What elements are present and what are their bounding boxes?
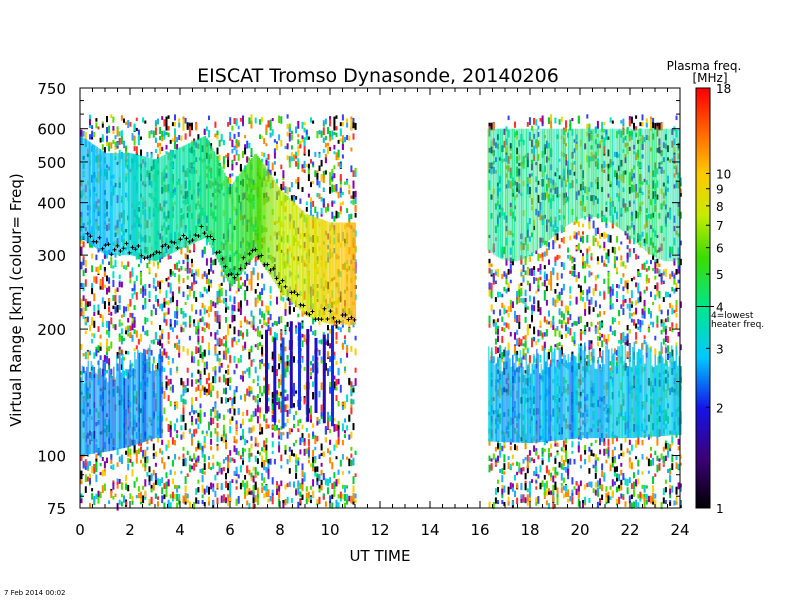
x-tick-label: 6 [225, 521, 235, 539]
x-tick-label: 10 [320, 521, 339, 539]
x-tick-label: 18 [520, 521, 539, 539]
colorbar-label: Plasma freq. [667, 59, 742, 73]
x-tick-label: 14 [420, 521, 439, 539]
y-tick-label: 75 [47, 500, 66, 518]
timestamp: 7 Feb 2014 00:02 [4, 589, 66, 597]
colorbar-note: 4=lowest [711, 311, 754, 321]
colorbar-tick-label: 4 [716, 301, 724, 315]
colorbar-note: heater freq. [711, 320, 764, 330]
x-tick-label: 20 [570, 521, 589, 539]
y-tick-label: 750 [37, 80, 66, 98]
x-tick-label: 16 [470, 521, 489, 539]
y-tick-label: 200 [37, 321, 66, 339]
colorbar-tick-label: 3 [716, 342, 724, 356]
y-tick-label: 600 [37, 121, 66, 139]
x-tick-label: 24 [670, 521, 689, 539]
colorbar: 1 2 3 4 5 6 7 8 9 10 18 [695, 82, 731, 516]
trace-layer [85, 224, 357, 324]
colorbar-tick-label: 9 [716, 183, 724, 197]
x-tick-label: 8 [275, 521, 285, 539]
colorbar-tick-label: 7 [716, 219, 724, 233]
heatmap-layer [80, 114, 682, 511]
chart-title: EISCAT Tromso Dynasonde, 20140206 [197, 65, 559, 87]
x-axis: 0 2 4 6 8 10 12 14 16 18 20 22 24 [75, 88, 690, 539]
y-tick-label: 400 [37, 195, 66, 213]
y-tick-label: 300 [37, 247, 66, 265]
x-tick-label: 2 [125, 521, 135, 539]
y-tick-label: 500 [37, 154, 66, 172]
colorbar-tick-label: 5 [716, 268, 724, 282]
colorbar-tick-label: 6 [716, 242, 724, 256]
x-axis-label: UT TIME [350, 547, 411, 565]
colorbar-tick-label: 10 [716, 167, 731, 181]
colorbar-tick-label: 18 [716, 82, 731, 96]
x-tick-label: 12 [370, 521, 389, 539]
y-axis: 75 100 200 300 400 500 600 750 [37, 80, 680, 518]
colorbar-unit: [MHz] [692, 71, 727, 85]
colorbar-tick-label: 1 [716, 502, 724, 516]
y-tick-label: 100 [37, 448, 66, 466]
x-tick-label: 0 [75, 521, 85, 539]
y-axis-label: Virtual Range [km] (colour= Freq) [7, 173, 25, 426]
colorbar-tick-label: 8 [716, 200, 724, 214]
colorbar-tick-label: 2 [716, 401, 724, 415]
x-tick-label: 22 [620, 521, 639, 539]
x-tick-label: 4 [175, 521, 185, 539]
